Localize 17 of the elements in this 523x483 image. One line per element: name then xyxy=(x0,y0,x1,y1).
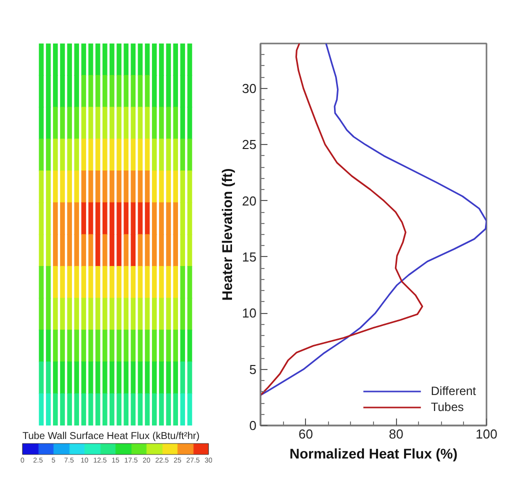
y-tick-label: 5 xyxy=(249,362,257,377)
y-tick-label: 20 xyxy=(242,193,257,208)
y-axis-title: Heater Elevation (ft) xyxy=(219,168,236,301)
y-tick-label: 10 xyxy=(242,306,257,321)
y-tick-label: 30 xyxy=(242,80,257,96)
y-tick-label: 15 xyxy=(242,249,257,264)
y-tick-label: 25 xyxy=(242,137,257,152)
line-series xyxy=(260,44,424,396)
x-tick-label: 80 xyxy=(388,426,404,442)
y-tick-label: 0 xyxy=(249,418,257,433)
legend-label: Different xyxy=(430,383,476,399)
legend-label: Tubes xyxy=(430,399,464,415)
x-axis-title: Normalized Heat Flux (%) xyxy=(289,446,458,462)
x-tick-label: 60 xyxy=(298,426,313,442)
color-bar-title: Tube Wall Surface Heat Flux (kBtu/ft²hr) xyxy=(22,431,200,442)
x-tick-label: 100 xyxy=(476,426,498,442)
line-series xyxy=(260,44,486,396)
